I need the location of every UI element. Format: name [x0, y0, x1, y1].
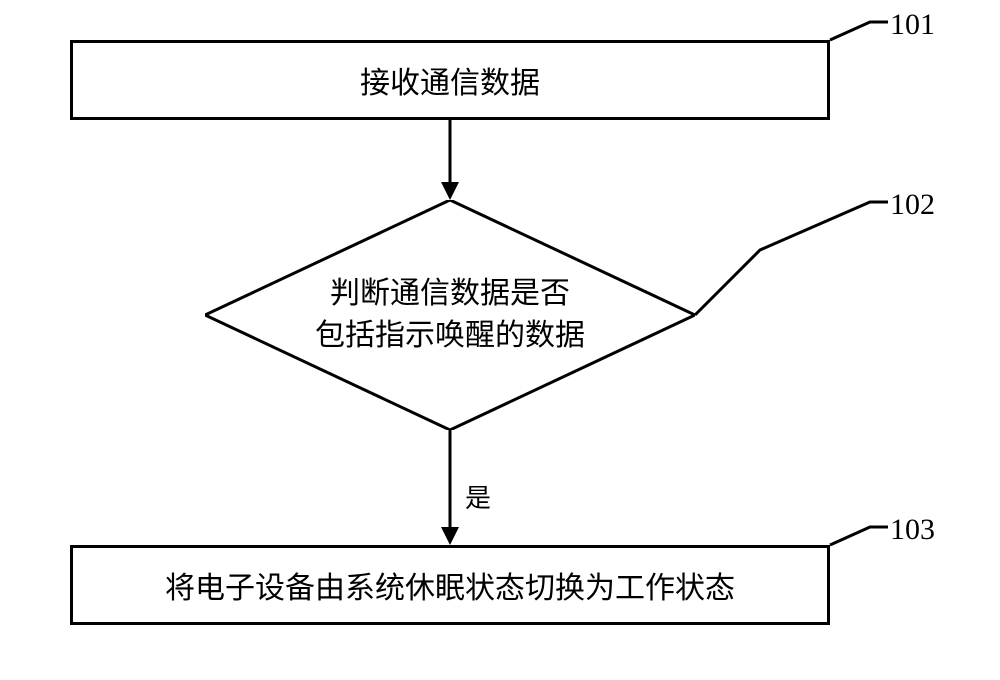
flow-decision-102-text: 判断通信数据是否 包括指示唤醒的数据: [315, 273, 585, 357]
ref-label-101: 101: [890, 8, 935, 42]
ref-label-103: 103: [890, 513, 935, 547]
edge-label-yes: 是: [465, 478, 491, 515]
flow-step-101-text: 接收通信数据: [360, 58, 540, 102]
flow-step-101: 接收通信数据: [70, 40, 830, 120]
flow-step-103-text: 将电子设备由系统休眠状态切换为工作状态: [165, 563, 735, 607]
ref-label-102: 102: [890, 188, 935, 222]
flow-decision-102: 判断通信数据是否 包括指示唤醒的数据: [205, 200, 695, 430]
flow-step-103: 将电子设备由系统休眠状态切换为工作状态: [70, 545, 830, 625]
